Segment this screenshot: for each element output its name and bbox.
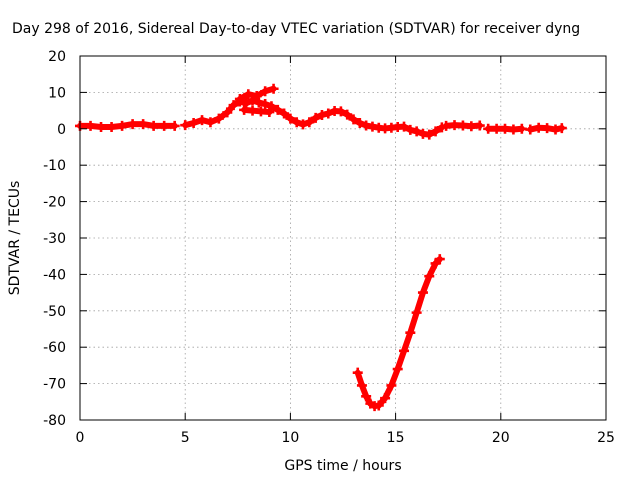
data-point bbox=[556, 123, 567, 134]
y-tick-label: -70 bbox=[43, 377, 66, 393]
series-3 bbox=[239, 104, 275, 118]
y-tick-label: -30 bbox=[43, 231, 66, 247]
data-point bbox=[264, 107, 275, 118]
y-tick-label: -60 bbox=[43, 340, 66, 356]
series-5 bbox=[483, 123, 527, 135]
series-0 bbox=[75, 119, 180, 132]
y-axis-label: SDTVAR / TECUs bbox=[7, 181, 23, 296]
y-tick-label: 10 bbox=[48, 85, 66, 101]
data-point bbox=[268, 83, 279, 94]
y-tick-label: -10 bbox=[43, 158, 66, 174]
y-tick-label: 20 bbox=[48, 49, 66, 65]
series-6 bbox=[525, 122, 567, 135]
data-point bbox=[434, 254, 445, 265]
data-points bbox=[75, 83, 567, 412]
data-point bbox=[474, 120, 485, 131]
x-axis-label: GPS time / hours bbox=[284, 458, 401, 474]
x-tick-label: 10 bbox=[281, 430, 299, 446]
y-tick-label: 0 bbox=[57, 122, 66, 138]
series-2 bbox=[234, 83, 279, 104]
x-tick-label: 5 bbox=[181, 430, 190, 446]
series-7 bbox=[352, 254, 445, 412]
data-point bbox=[169, 120, 180, 131]
x-tick-label: 25 bbox=[597, 430, 615, 446]
ticks bbox=[79, 55, 607, 421]
chart-title: Day 298 of 2016, Sidereal Day-to-day VTE… bbox=[12, 21, 580, 37]
y-tick-label: -80 bbox=[43, 413, 66, 429]
series-4 bbox=[441, 120, 485, 132]
y-tick-label: -50 bbox=[43, 304, 66, 320]
x-tick-labels: 0 5 10 15 20 25 bbox=[76, 430, 615, 446]
x-tick-label: 20 bbox=[492, 430, 510, 446]
x-tick-label: 0 bbox=[76, 430, 85, 446]
data-point bbox=[516, 123, 527, 134]
series-1 bbox=[180, 95, 447, 140]
x-tick-label: 15 bbox=[387, 430, 405, 446]
y-tick-label: -40 bbox=[43, 267, 66, 283]
y-tick-label: -20 bbox=[43, 195, 66, 211]
y-tick-labels: 20 10 0 -10 -20 -30 -40 -50 -60 -70 -80 bbox=[43, 49, 66, 429]
